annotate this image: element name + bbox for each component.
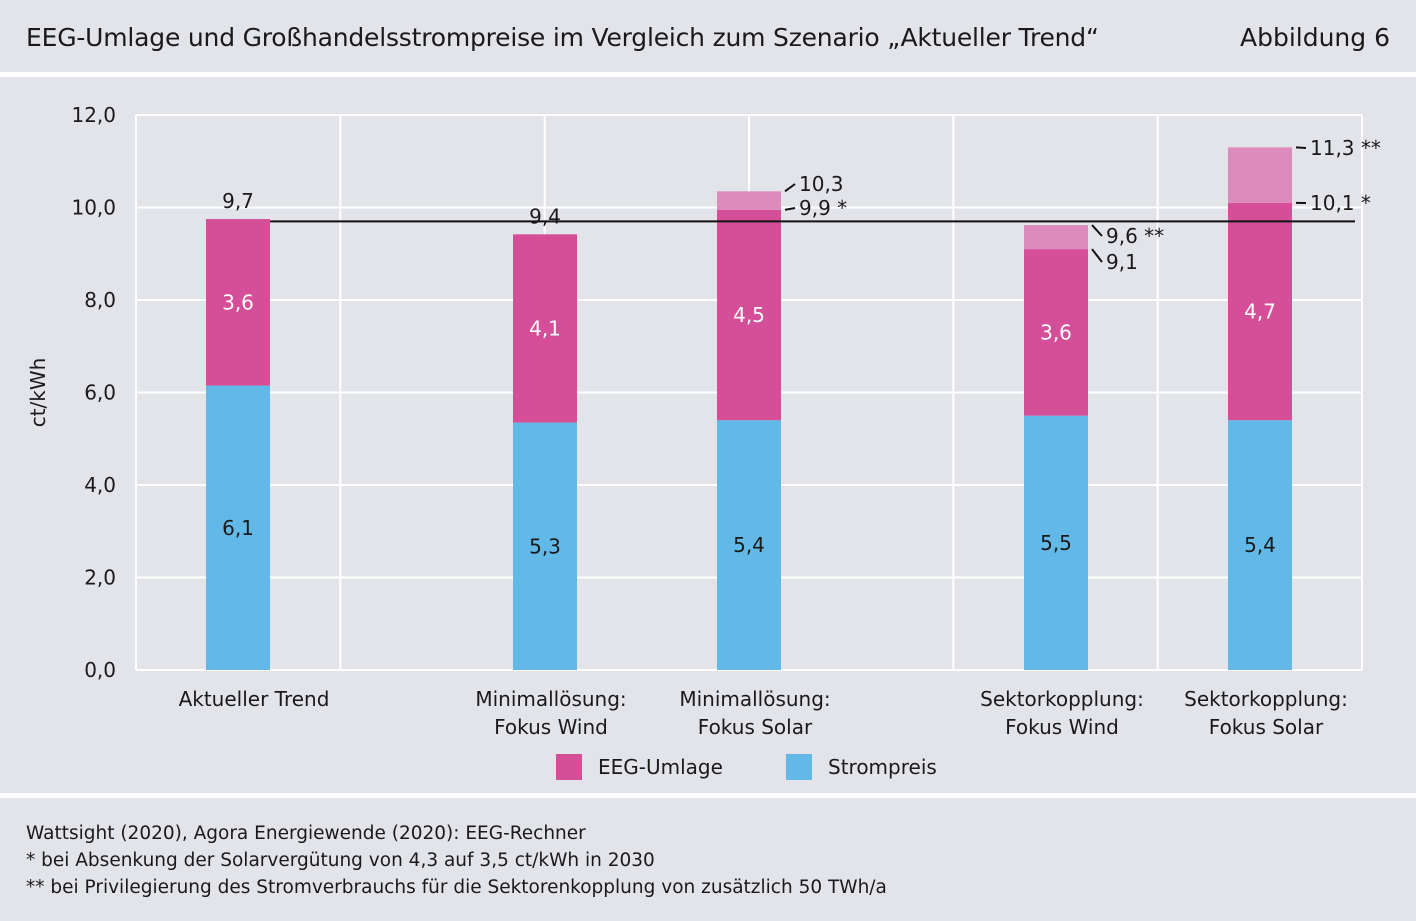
data-label-eeg-umlage: 4,1 xyxy=(529,316,561,340)
y-tick-label: 0,0 xyxy=(84,658,116,682)
leader-line xyxy=(1091,248,1103,263)
bar-strompreis xyxy=(1024,415,1088,670)
data-label-strompreis: 5,3 xyxy=(529,534,561,558)
bar-eeg-umlage-extension xyxy=(1024,225,1088,250)
footer-notes: Wattsight (2020), Agora Energiewende (20… xyxy=(26,820,887,901)
bar-eeg-umlage xyxy=(513,234,577,423)
y-tick-label: 12,0 xyxy=(71,103,116,127)
divider-top xyxy=(0,72,1416,77)
data-label-strompreis: 6,1 xyxy=(222,516,254,540)
y-axis-title: ct/kWh xyxy=(26,358,50,428)
chart-title: EEG-Umlage und Großhandelsstrompreise im… xyxy=(26,23,1099,52)
bar-eeg-umlage-extension xyxy=(1228,147,1292,203)
data-label-total: 9,7 xyxy=(222,189,254,213)
legend-label-eeg: EEG-Umlage xyxy=(598,755,723,779)
legend-swatch-eeg xyxy=(556,754,582,780)
data-label-total: 9,6 ** xyxy=(1106,224,1164,248)
header: EEG-Umlage und Großhandelsstrompreise im… xyxy=(0,0,1416,74)
bar-strompreis xyxy=(1228,420,1292,670)
data-label-total: 10,3 xyxy=(799,172,844,196)
bar-eeg-umlage xyxy=(1228,202,1292,421)
divider-bottom xyxy=(0,793,1416,798)
leader-line xyxy=(1091,224,1103,237)
legend-swatch-strompreis xyxy=(786,754,812,780)
data-label-eeg-umlage: 3,6 xyxy=(222,290,254,314)
legend-item-strompreis: Strompreis xyxy=(786,752,937,782)
x-category-label: Sektorkopplung: xyxy=(980,687,1144,711)
stacked-bar-chart: 0,0 2,0 4,0 6,0 8,0 10,0 12,0 ct/kWh 6,1 3,6 5,3 4,… xyxy=(26,103,1381,739)
data-label-total: 10,1 * xyxy=(1310,191,1371,215)
bar-strompreis xyxy=(717,420,781,670)
data-label-strompreis: 5,5 xyxy=(1040,531,1072,555)
legend-label-strompreis: Strompreis xyxy=(828,755,937,779)
x-category-label: Sektorkopplung: xyxy=(1184,687,1348,711)
data-label-eeg-umlage: 4,7 xyxy=(1244,300,1276,324)
data-label-strompreis: 5,4 xyxy=(733,533,765,557)
y-tick-label: 2,0 xyxy=(84,566,116,590)
figure-label: Abbildung 6 xyxy=(1239,23,1390,52)
x-category-label: Minimallösung: xyxy=(475,687,626,711)
bar-eeg-umlage-extension xyxy=(717,191,781,210)
bar-eeg-umlage xyxy=(1024,249,1088,416)
data-label-total: 9,4 xyxy=(529,204,561,228)
y-tick-label: 4,0 xyxy=(84,473,116,497)
data-label-strompreis: 5,4 xyxy=(1244,533,1276,557)
data-label-eeg-umlage: 4,5 xyxy=(733,303,765,327)
y-tick-label: 8,0 xyxy=(84,288,116,312)
bar-strompreis xyxy=(513,422,577,670)
x-category-label: Fokus Solar xyxy=(698,715,813,739)
x-category-label: Fokus Wind xyxy=(1005,715,1119,739)
leader-line xyxy=(784,207,796,211)
bar-strompreis xyxy=(206,385,270,670)
leader-line xyxy=(1295,146,1307,149)
x-category-label: Aktueller Trend xyxy=(179,687,330,711)
legend-item-eeg: EEG-Umlage xyxy=(556,752,723,782)
leader-line xyxy=(784,183,796,193)
bar-eeg-umlage xyxy=(717,209,781,421)
footnote-double-star: ** bei Privilegierung des Stromverbrauch… xyxy=(26,877,887,898)
data-label-total: 9,9 * xyxy=(799,196,847,220)
data-label-total: 11,3 ** xyxy=(1310,136,1381,160)
source-note: Wattsight (2020), Agora Energiewende (20… xyxy=(26,823,586,844)
x-category-label: Fokus Wind xyxy=(494,715,608,739)
x-category-label: Minimallösung: xyxy=(679,687,830,711)
bar-eeg-umlage xyxy=(206,219,270,386)
data-label-total: 9,1 xyxy=(1106,250,1138,274)
data-label-eeg-umlage: 3,6 xyxy=(1040,320,1072,344)
y-tick-label: 6,0 xyxy=(84,381,116,405)
x-category-label: Fokus Solar xyxy=(1209,715,1324,739)
y-tick-label: 10,0 xyxy=(71,196,116,220)
footnote-single-star: * bei Absenkung der Solarvergütung von 4… xyxy=(26,850,655,871)
